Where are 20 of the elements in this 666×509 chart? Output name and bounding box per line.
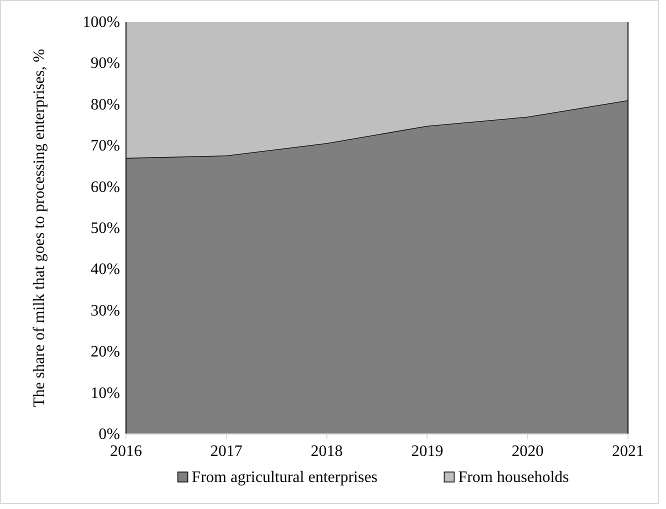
x-tick-label: 2016 [110,443,142,460]
y-axis-title: The share of milk that goes to processing enterprises, % [31,48,48,408]
legend-label: From agricultural enterprises [192,469,378,486]
y-tick-label: 40% [90,261,120,278]
y-tick-label: 50% [90,220,120,237]
y-tick-label: 20% [90,344,120,361]
x-tick-label: 2021 [612,443,644,460]
legend-label: From households [458,469,569,486]
y-tick-label: 60% [90,178,120,196]
x-tick-label: 2017 [210,443,242,460]
y-tick-label: 30% [90,302,120,320]
y-tick-label: 10% [90,384,120,402]
y-tick-label: 100% [82,14,120,31]
y-tick-label: 70% [90,138,120,155]
x-tick-label: 2020 [512,443,544,460]
y-tick-label: 0% [98,426,120,443]
y-tick-label: 80% [90,96,120,114]
x-tick-label: 2019 [411,443,444,460]
x-tick-label: 2018 [310,443,343,460]
y-tick-label: 90% [90,55,120,72]
